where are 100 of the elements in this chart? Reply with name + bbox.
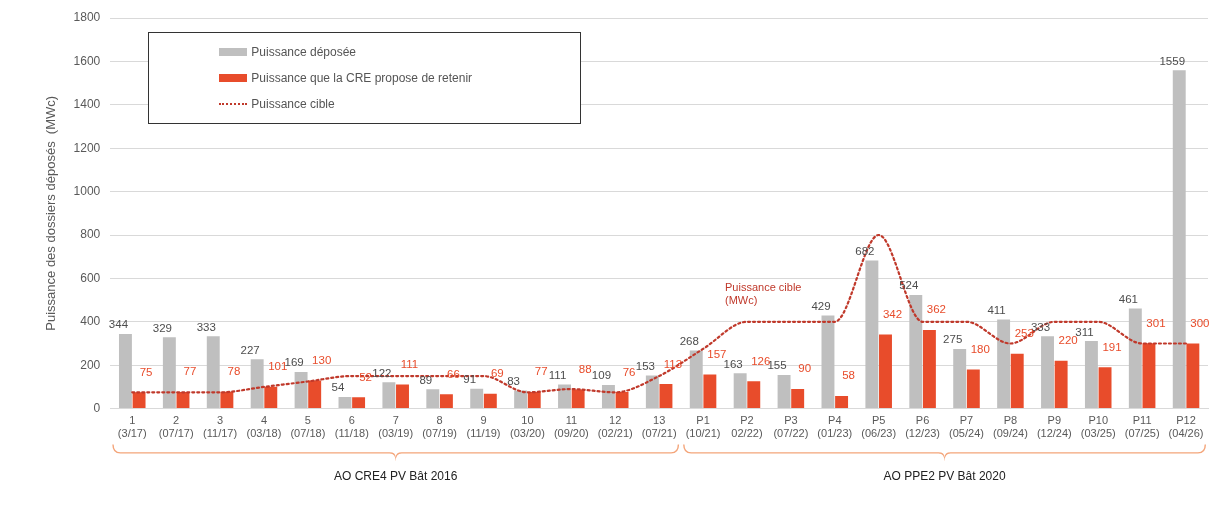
data-label: 329 (152, 321, 172, 334)
bar (659, 384, 673, 409)
legend-label: Puissance cible (251, 96, 335, 113)
x-tick-label: 6 (11/18) (334, 414, 369, 440)
data-label: 157 (707, 347, 727, 360)
y-tick-label: 1800 (73, 10, 101, 25)
data-label: 429 (811, 299, 831, 312)
data-label: 163 (723, 357, 743, 370)
y-axis-title: Puissance des dossiers déposés (MWc) (43, 95, 59, 331)
bar (922, 330, 936, 409)
x-tick-label: P3 (07/22) (773, 414, 809, 440)
bar (1054, 360, 1068, 409)
bar (865, 260, 879, 409)
bar (470, 388, 484, 409)
data-label: 69 (490, 367, 504, 380)
bar (264, 386, 278, 409)
bar (1128, 308, 1142, 409)
x-tick-label: P6 (12/23) (905, 414, 941, 440)
data-label: 311 (1075, 325, 1094, 338)
bar (791, 389, 805, 409)
data-label: 77 (534, 365, 548, 378)
y-tick-label: 800 (80, 227, 101, 242)
data-label: 461 (1118, 292, 1138, 305)
y-tick-label: 1400 (73, 97, 101, 112)
bar (483, 393, 497, 409)
data-label: 342 (882, 307, 903, 320)
data-label: 88 (578, 362, 592, 375)
data-label: 77 (183, 365, 197, 378)
data-label: 76 (622, 365, 636, 378)
bar (835, 396, 849, 409)
bar (250, 359, 264, 409)
bar (527, 391, 541, 409)
bar (132, 392, 146, 409)
y-tick-label: 200 (80, 357, 101, 372)
x-tick-label: 5 (07/18) (290, 414, 326, 440)
legend-label: Puissance que la CRE propose de retenir (251, 70, 473, 87)
data-label: 411 (987, 303, 1006, 316)
x-tick-label: 11 (09/20) (553, 414, 589, 440)
bar (118, 333, 132, 409)
bar (879, 334, 892, 409)
x-tick-label: P1 (10/21) (685, 414, 721, 440)
y-tick-label: 1000 (73, 183, 101, 198)
bar (1186, 343, 1200, 409)
bar (352, 397, 366, 409)
x-tick-label: P10 (03/25) (1080, 414, 1116, 440)
y-tick-label: 1600 (73, 53, 101, 68)
y-tick-label: 1200 (73, 140, 101, 155)
x-tick-label: 1 (3/17) (117, 414, 147, 440)
text: AO PPE2 PV Bât 2020 (883, 468, 1006, 483)
x-tick-label: 8 (07/19) (422, 414, 458, 440)
data-label: 111 (400, 357, 419, 370)
x-tick-label: P4 (01/23) (817, 414, 853, 440)
bar (601, 384, 615, 409)
bar (426, 389, 440, 409)
bar (162, 337, 176, 409)
bar (645, 375, 659, 409)
data-label: 524 (899, 279, 919, 292)
bar (997, 319, 1011, 409)
y-tick-label: 600 (80, 270, 101, 285)
bar (777, 374, 791, 409)
line-series (131, 233, 1188, 394)
bar (909, 294, 923, 409)
x-tick-label: 3 (11/17) (203, 414, 238, 440)
data-label: 344 (108, 318, 129, 331)
bar (1098, 367, 1112, 409)
y-tick-label: 400 (80, 314, 101, 329)
bar (308, 380, 322, 409)
text: AO CRE4 PV Bât 2016 (333, 468, 458, 483)
bar (220, 391, 234, 409)
x-tick-label: P8 (09/24) (992, 414, 1028, 440)
bar (1142, 343, 1156, 409)
data-label: 89 (419, 373, 433, 386)
data-label: 126 (751, 354, 771, 367)
data-label: 78 (227, 365, 241, 378)
x-tick-label: P9 (12/24) (1036, 414, 1072, 440)
data-label: 180 (970, 342, 990, 355)
bar (1010, 353, 1024, 409)
data-label: 227 (240, 343, 260, 356)
y-tick-label: 0 (93, 400, 101, 415)
x-tick-label: P7 (05/24) (949, 414, 984, 440)
x-tick-label: 7 (03/19) (378, 414, 414, 440)
bar (1041, 336, 1054, 409)
data-label: 301 (1146, 316, 1166, 329)
bar (514, 390, 528, 409)
bar (176, 391, 190, 409)
x-tick-label: 10 (03/20) (509, 414, 545, 440)
data-label: 253 (1014, 327, 1034, 340)
bar (821, 315, 835, 409)
data-label: 220 (1058, 334, 1078, 347)
data-label: 54 (331, 381, 345, 394)
data-label: 333 (196, 320, 216, 333)
data-label: 1559 (1159, 54, 1186, 67)
bar (294, 371, 308, 409)
x-tick-label: 13 (07/21) (641, 414, 677, 440)
annotation: Puissance cible (MWc) (725, 281, 802, 307)
x-tick-label: P2 02/22) (731, 414, 763, 440)
x-tick-label: P12 (04/26) (1168, 414, 1204, 440)
data-label: 682 (855, 245, 875, 258)
data-label: 113 (663, 357, 683, 370)
x-tick-label: P5 (06/23) (861, 414, 897, 440)
